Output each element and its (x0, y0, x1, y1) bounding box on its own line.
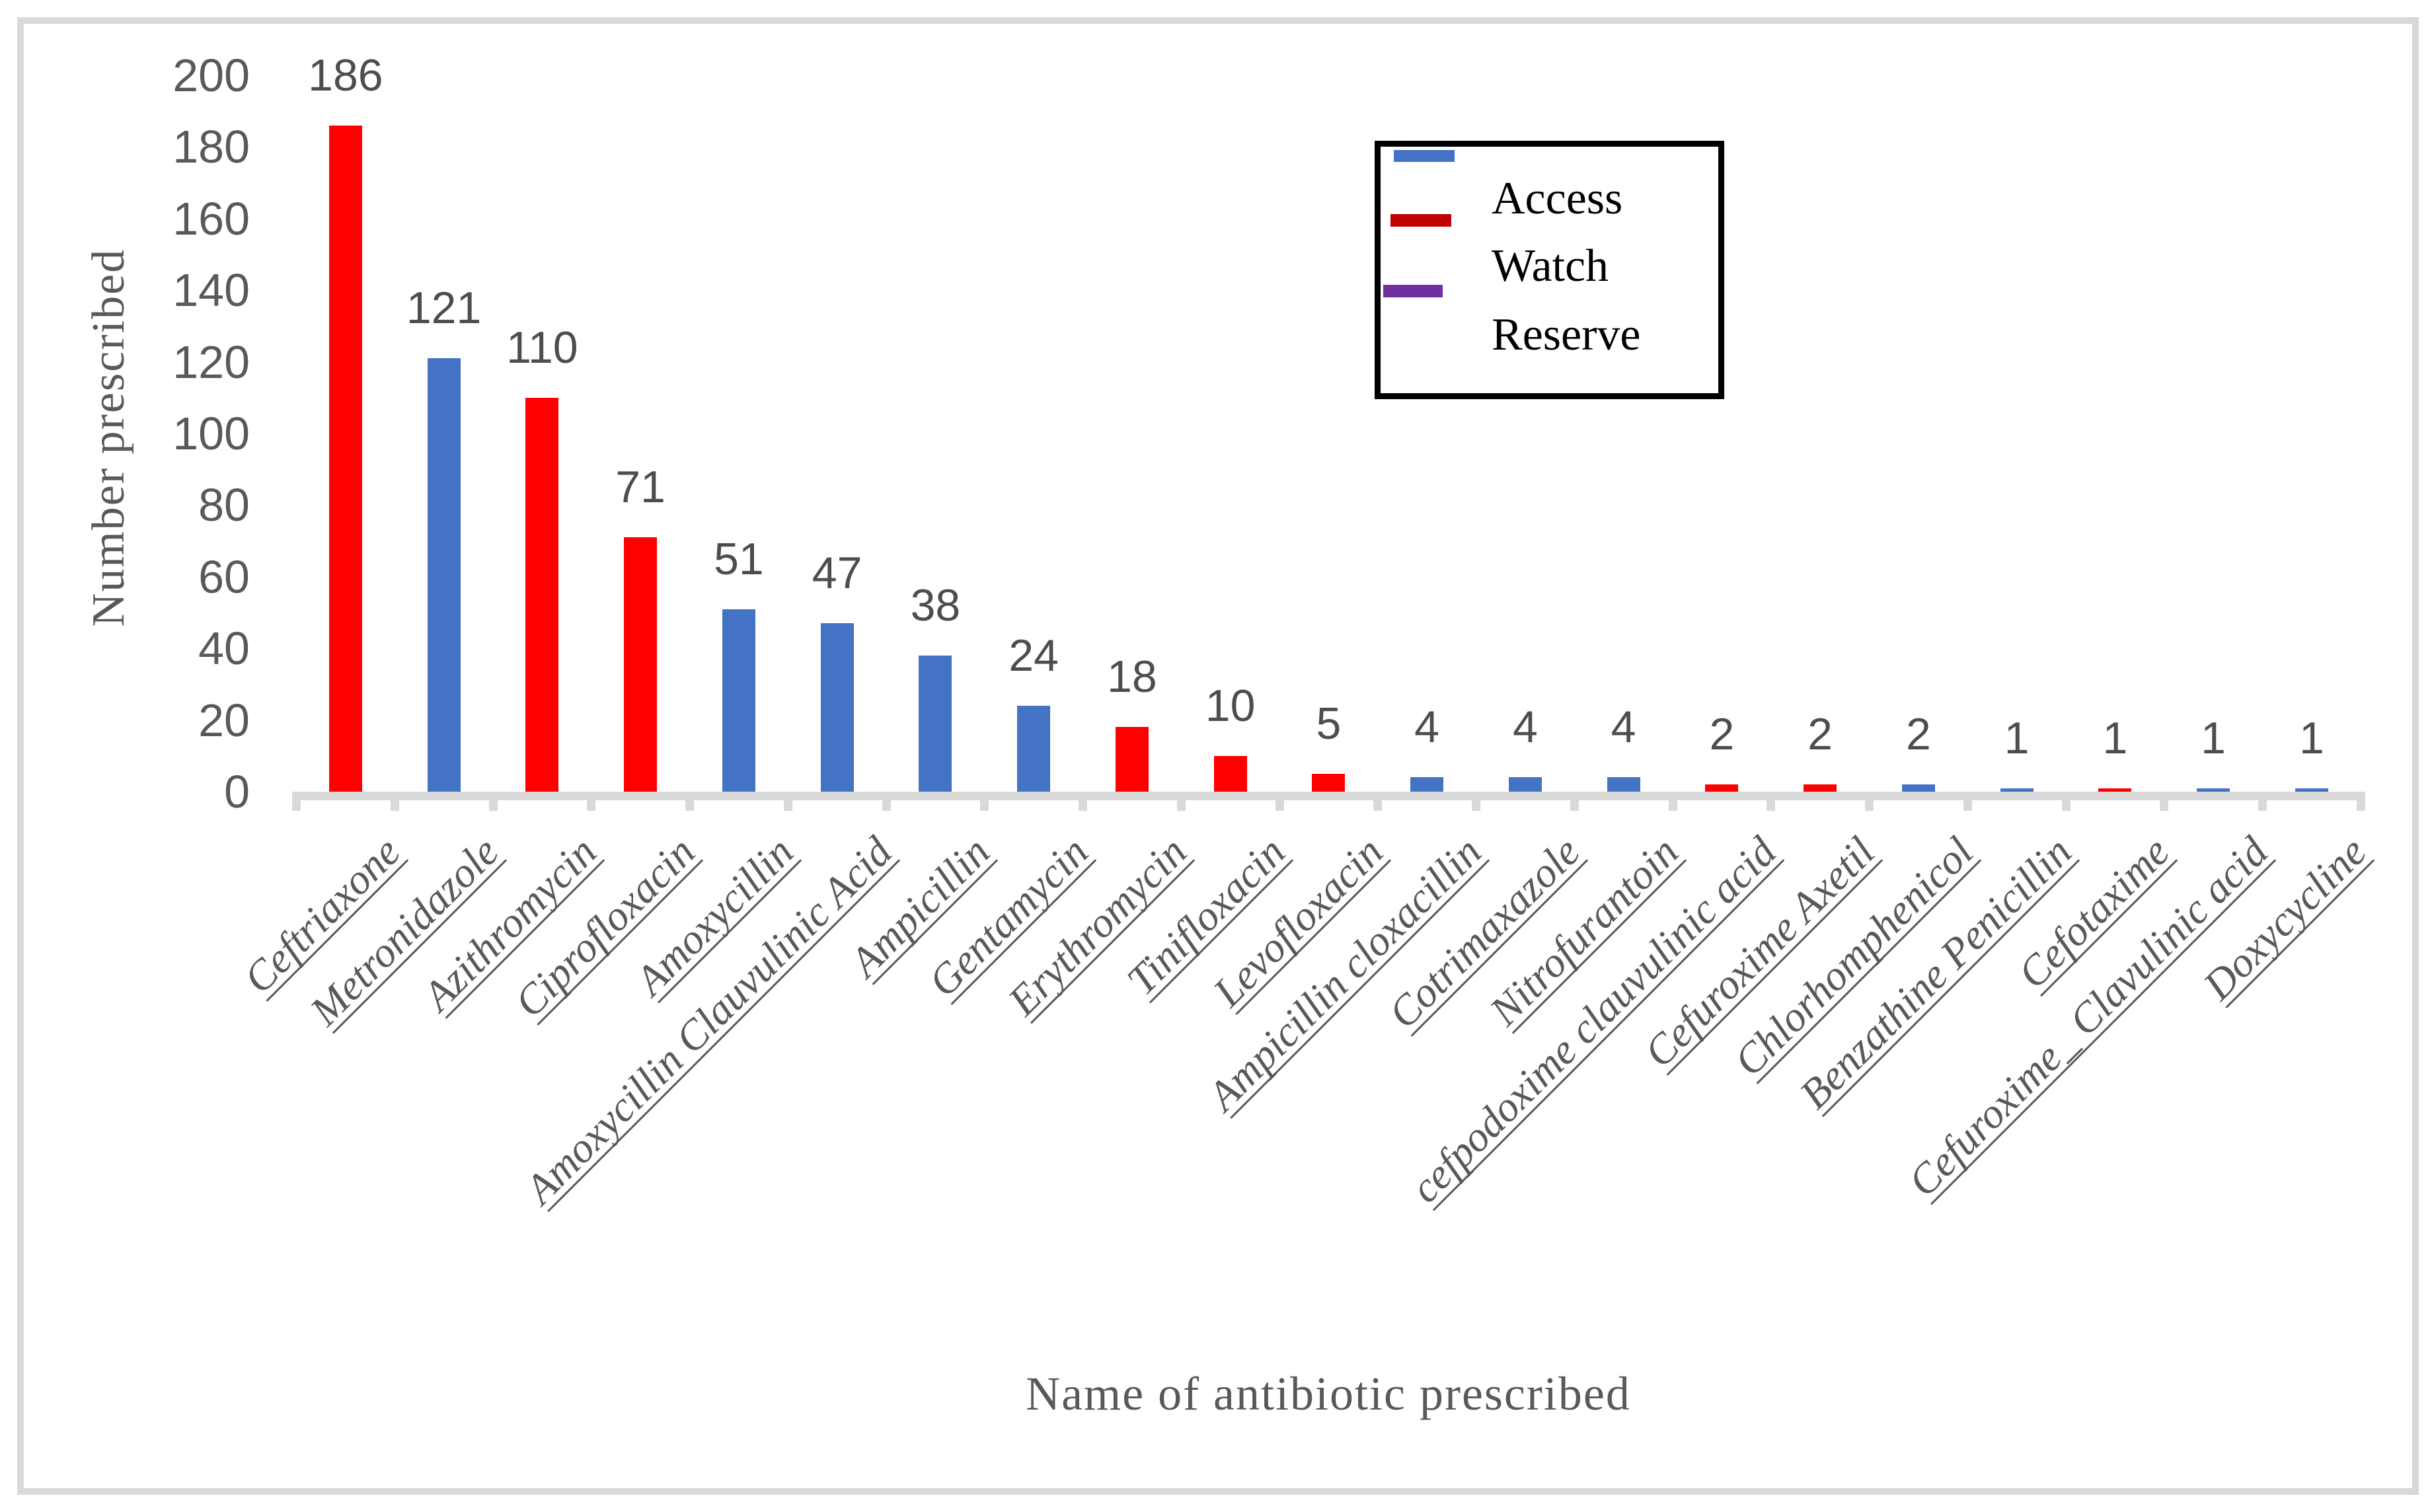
bar-value-label: 24 (1009, 630, 1059, 681)
x-axis-tick (1176, 792, 1186, 811)
bar-tinifloxacin (1213, 755, 1247, 792)
bar-value-label: 1 (2004, 712, 2030, 763)
y-tick-label: 180 (172, 121, 250, 173)
bar-erythromycin (1115, 727, 1149, 792)
y-tick-label: 20 (198, 694, 250, 746)
bar-value-label: 2 (1808, 709, 1833, 760)
bar-cefpodoxime-clauvulinic-acid (1705, 784, 1739, 792)
x-axis-tick (1275, 792, 1284, 811)
bar-value-label: 5 (1316, 698, 1342, 749)
bar-value-label: 1 (2102, 712, 2128, 763)
bar-levofloxacin (1312, 773, 1346, 792)
bar-ciprofloxacin (624, 537, 658, 792)
bar-value-label: 121 (406, 283, 482, 334)
bar-amoxycillin (722, 609, 755, 792)
x-axis-tick (1079, 792, 1087, 811)
legend-label-reserve: Reserve (1492, 309, 1641, 360)
legend-swatch-access (1394, 150, 1455, 162)
y-tick-label: 140 (172, 264, 250, 317)
x-axis-tick (2356, 792, 2365, 811)
bar-metronidazole (427, 358, 461, 792)
bar-azithromycin (525, 397, 559, 792)
bar-value-label: 4 (1611, 702, 1636, 753)
legend-label-access: Access (1492, 173, 1623, 224)
x-axis-tick (685, 792, 694, 811)
figure-border (17, 17, 2419, 1495)
bar-value-label: 2 (1709, 709, 1735, 760)
y-tick-label: 160 (172, 192, 250, 245)
bar-cefuroxime-axetil (1804, 784, 1837, 792)
y-tick-label: 200 (172, 50, 250, 101)
bar-ampicillin-cloxacillin (1410, 777, 1444, 792)
x-axis-line (293, 792, 2365, 800)
bar-cefotaxime (2098, 788, 2132, 792)
x-axis-tick (783, 792, 792, 811)
bar-gentamycin (1017, 705, 1051, 792)
x-axis-tick (587, 792, 596, 811)
bar-cotrimaxazole (1508, 777, 1542, 792)
legend-label-watch: Watch (1492, 241, 1609, 291)
bar-cefuroxime-clavulinic-acid (2197, 788, 2230, 792)
x-axis-tick (390, 792, 399, 811)
bar-value-label: 18 (1107, 652, 1157, 702)
x-axis-tick (2160, 792, 2169, 811)
bar-benzathine-penicillin (2000, 788, 2034, 792)
bar-value-label: 71 (615, 462, 666, 513)
x-axis-tick (1373, 792, 1383, 811)
bar-value-label: 4 (1512, 702, 1538, 753)
x-axis-tick (2258, 792, 2267, 811)
x-axis-tick (488, 792, 498, 811)
bar-value-label: 10 (1205, 680, 1256, 731)
y-tick-label: 40 (198, 623, 250, 675)
x-axis-tick (1570, 792, 1579, 811)
y-tick-label: 80 (198, 479, 250, 531)
x-axis-tick (1472, 792, 1480, 811)
legend-swatch-reserve (1383, 285, 1443, 297)
x-axis-tick (1963, 792, 1972, 811)
y-tick-label: 0 (224, 766, 250, 817)
x-axis-tick (980, 792, 989, 811)
y-tick-label: 100 (172, 408, 250, 459)
bar-value-label: 1 (2201, 712, 2226, 763)
bar-value-label: 4 (1414, 702, 1439, 753)
x-axis-tick (2061, 792, 2071, 811)
bar-value-label: 47 (812, 548, 862, 599)
bar-value-label: 38 (910, 580, 961, 630)
x-axis-tick (1668, 792, 1677, 811)
bar-value-label: 1 (2299, 712, 2324, 763)
bar-ampicillin (919, 656, 952, 792)
bar-doxycycline (2295, 788, 2328, 792)
x-axis-tick (1767, 792, 1776, 811)
bar-value-label: 110 (506, 322, 578, 373)
x-axis-title: Name of antibiotic prescribed (1026, 1367, 1631, 1420)
bar-value-label: 51 (714, 533, 764, 584)
bar-amoxycillin-clauvulinic-acid (820, 623, 854, 792)
x-axis-tick (882, 792, 891, 811)
bar-ceftriaxone (328, 125, 362, 792)
bar-chlorhomphenicol (1901, 784, 1935, 792)
legend-swatch-watch (1390, 214, 1451, 227)
x-axis-tick (292, 792, 301, 811)
bar-value-label: 186 (308, 50, 383, 100)
y-tick-label: 60 (198, 550, 250, 603)
bar-nitrofurantoin (1607, 777, 1640, 792)
legend: Access Watch Reserve (1375, 141, 1724, 399)
x-axis-tick (1865, 792, 1874, 811)
bar-value-label: 2 (1905, 709, 1931, 760)
y-tick-label: 120 (172, 336, 250, 388)
